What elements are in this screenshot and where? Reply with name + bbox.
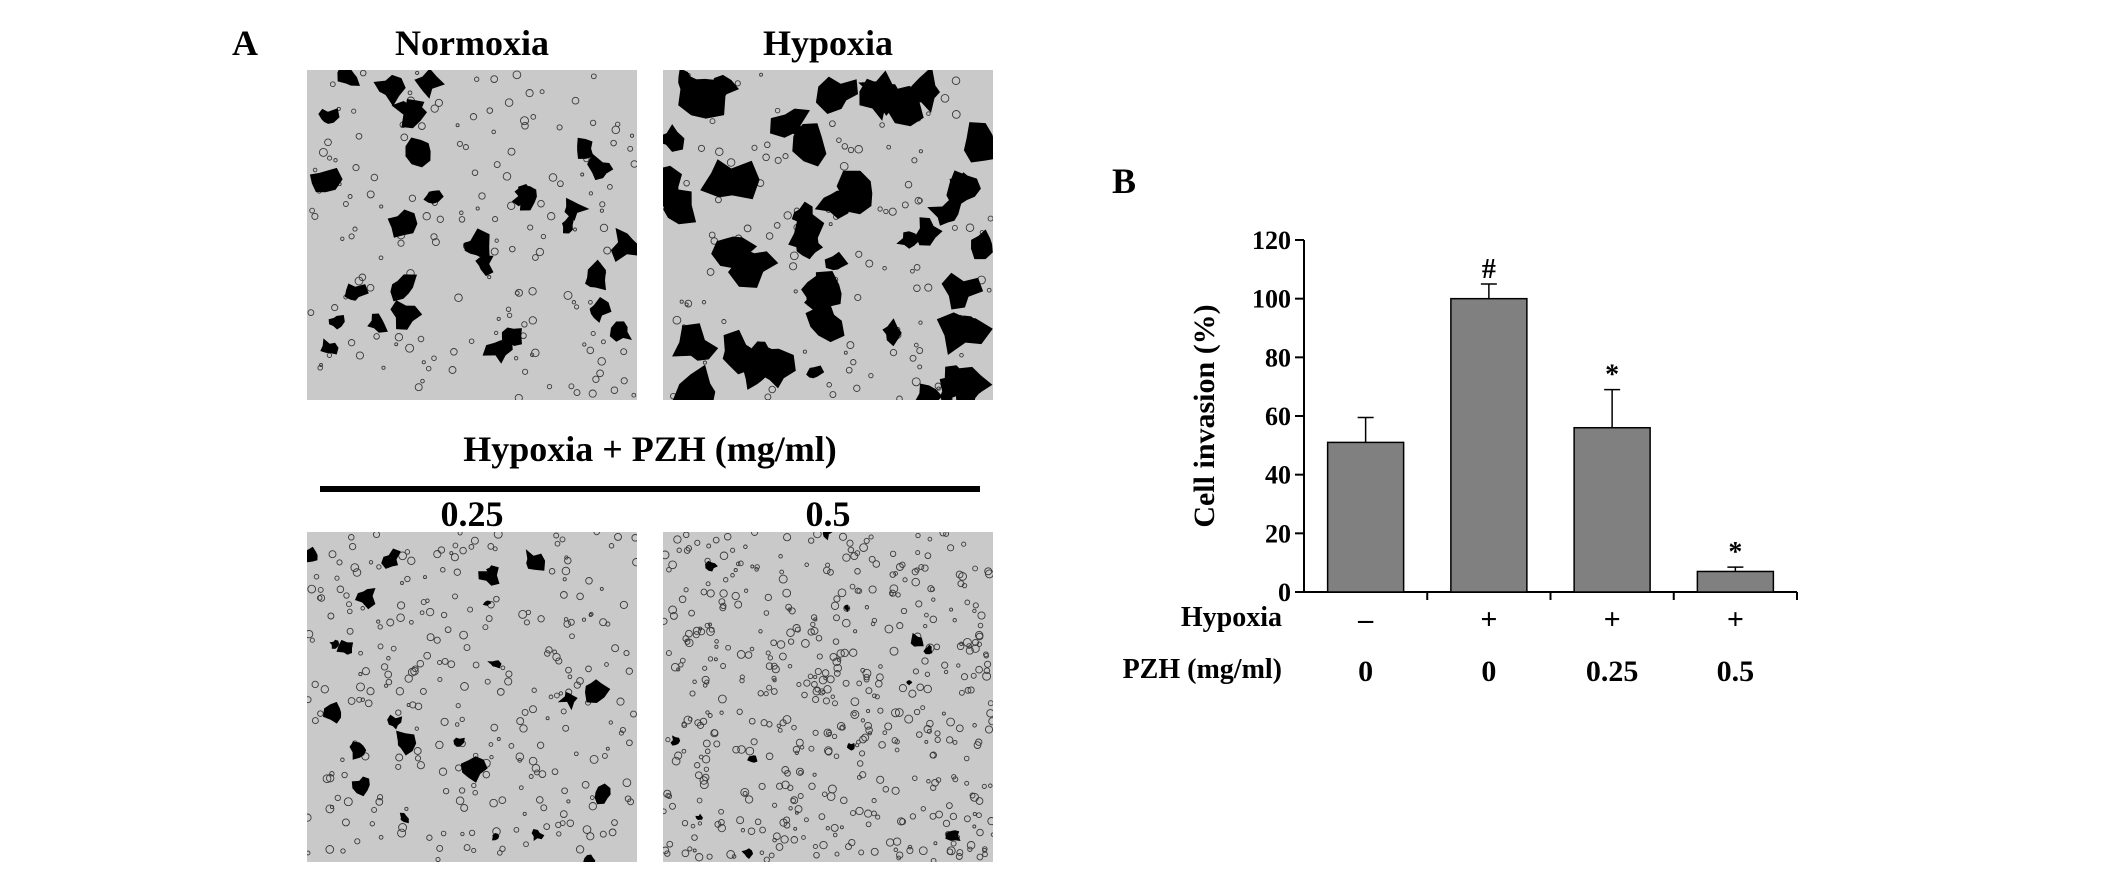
y-tick-label: 60 (1265, 402, 1291, 431)
hypoxia-title: Hypoxia (762, 23, 894, 63)
y-tick-label: 80 (1265, 343, 1291, 372)
condition-value: 0 (1358, 655, 1373, 688)
condition-value: 0.5 (1717, 655, 1755, 688)
micrograph-texture (307, 532, 637, 862)
significance-marker: * (1605, 360, 1619, 391)
condition-value: 0 (1481, 655, 1496, 688)
bar (1450, 297, 1528, 593)
micrograph-hypoxia (663, 70, 993, 400)
micrograph-pzh-025 (307, 532, 637, 862)
group-divider-line (320, 486, 980, 492)
condition-value: + (1604, 603, 1621, 636)
micrograph-normoxia (307, 70, 637, 400)
bar (1326, 441, 1405, 593)
normoxia-title: Normoxia (395, 23, 549, 63)
condition-row-label: PZH (mg/ml) (1123, 654, 1282, 685)
condition-value: – (1357, 603, 1374, 636)
pzh-05-title: 0.5 (805, 494, 851, 534)
y-tick-label: 100 (1252, 285, 1291, 314)
micrograph-texture (663, 70, 993, 400)
y-axis-label: Cell invasion (%) (1188, 304, 1221, 527)
condition-value: 0.25 (1586, 655, 1639, 688)
condition-value: + (1727, 603, 1744, 636)
y-tick-label: 120 (1252, 226, 1291, 255)
bar (1573, 426, 1651, 593)
micrograph-texture (307, 70, 637, 400)
significance-marker: # (1482, 254, 1496, 285)
micrograph-pzh-05 (663, 532, 993, 862)
y-tick-label: 0 (1278, 578, 1291, 607)
y-tick-label: 40 (1265, 461, 1291, 490)
pzh-025-title: 0.25 (440, 494, 504, 534)
significance-marker: * (1728, 537, 1742, 568)
hypoxia-pzh-title: Hypoxia + PZH (mg/ml) (463, 429, 837, 469)
condition-row-label: Hypoxia (1181, 602, 1282, 633)
condition-value: + (1480, 603, 1497, 636)
y-tick-label: 20 (1265, 519, 1291, 548)
micrograph-texture (663, 532, 993, 862)
panel-a-label: A (232, 23, 258, 63)
panel-b-label: B (1112, 161, 1137, 201)
bar (1696, 570, 1775, 593)
